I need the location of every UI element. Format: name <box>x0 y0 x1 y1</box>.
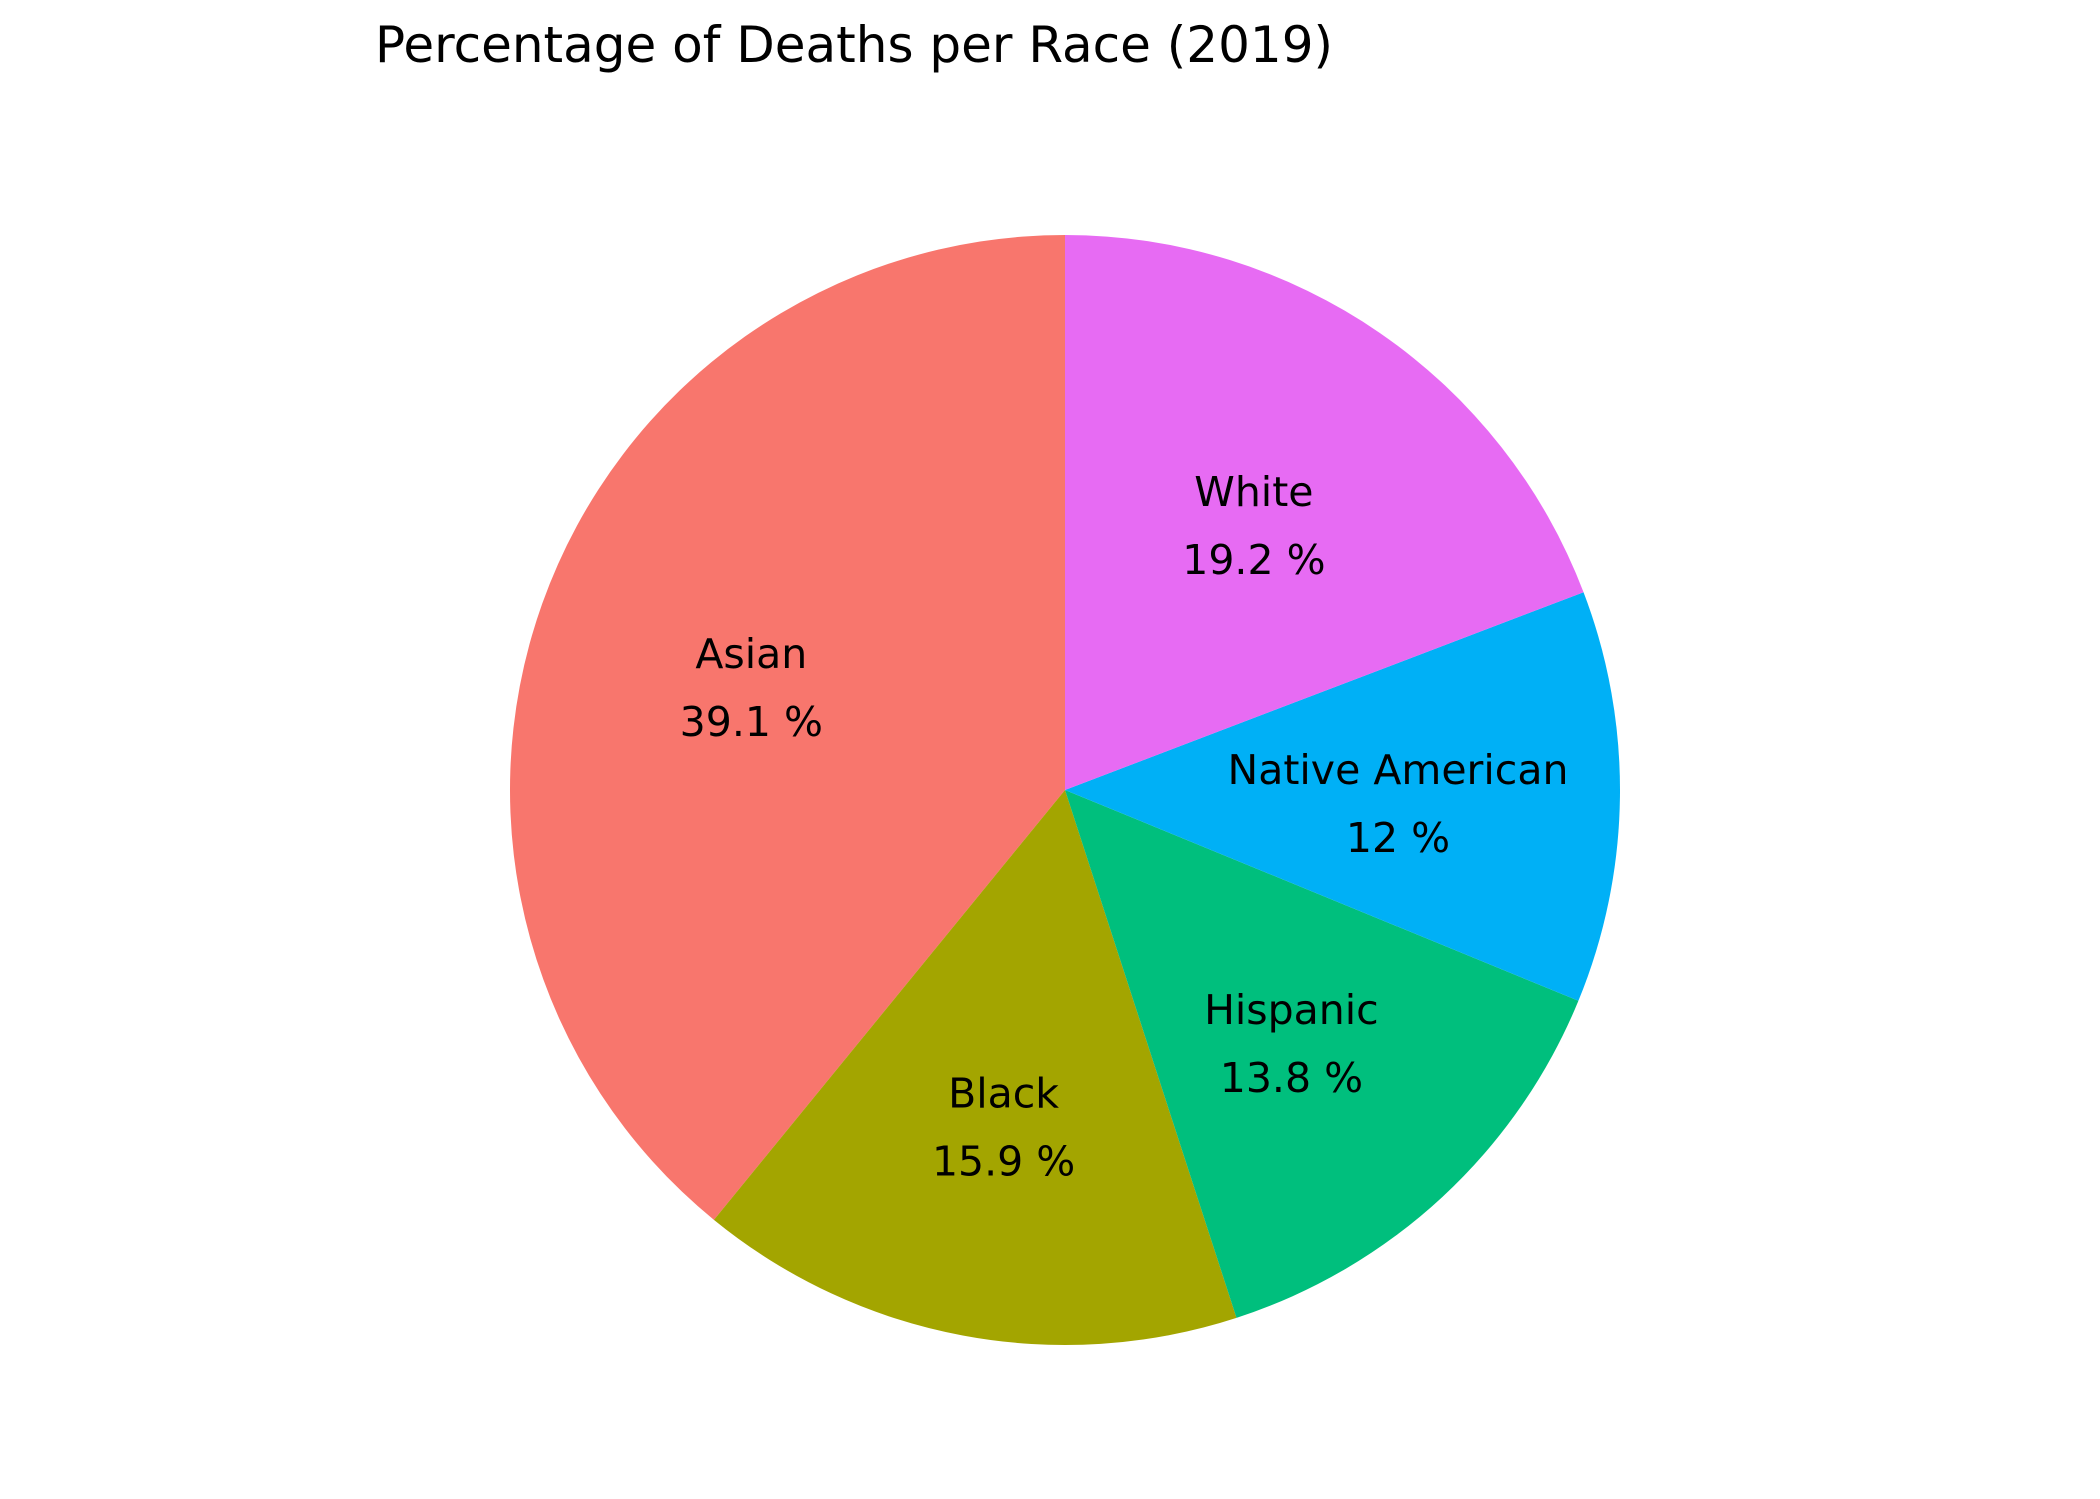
slice-label-white: White 19.2 % <box>1182 468 1325 584</box>
pie-slices <box>509 234 1621 1346</box>
pie-slice-native-american <box>1065 592 1621 1001</box>
pie-labels: Asian 39.1 % Black 15.9 % Hispanic 13.8 % Nati… <box>680 468 1569 1186</box>
pie-slice-white <box>1065 235 1584 790</box>
slice-label-hispanic: Hispanic 13.8 % <box>1204 986 1379 1102</box>
slice-value-label: 13.8 % <box>1220 1054 1363 1102</box>
pie-slice-black <box>713 790 1237 1346</box>
slice-category-label: White <box>1194 468 1313 516</box>
pie-slice-hispanic <box>1065 790 1579 1318</box>
slice-category-label: Black <box>948 1069 1059 1117</box>
slice-value-label: 39.1 % <box>680 698 823 746</box>
chart-title: Percentage of Deaths per Race (2019) <box>375 16 1333 74</box>
slice-value-label: 15.9 % <box>932 1137 1075 1185</box>
pie-slice-asian <box>509 234 1065 1220</box>
slice-value-label: 12 % <box>1346 814 1450 862</box>
slice-category-label: Hispanic <box>1204 986 1379 1034</box>
slice-category-label: Asian <box>695 630 807 678</box>
slice-category-label: Native American <box>1228 746 1569 794</box>
slice-label-asian: Asian 39.1 % <box>680 630 823 746</box>
slice-value-label: 19.2 % <box>1182 536 1325 584</box>
slice-label-native-american: Native American 12 % <box>1228 746 1569 862</box>
slice-label-black: Black 15.9 % <box>932 1069 1075 1185</box>
